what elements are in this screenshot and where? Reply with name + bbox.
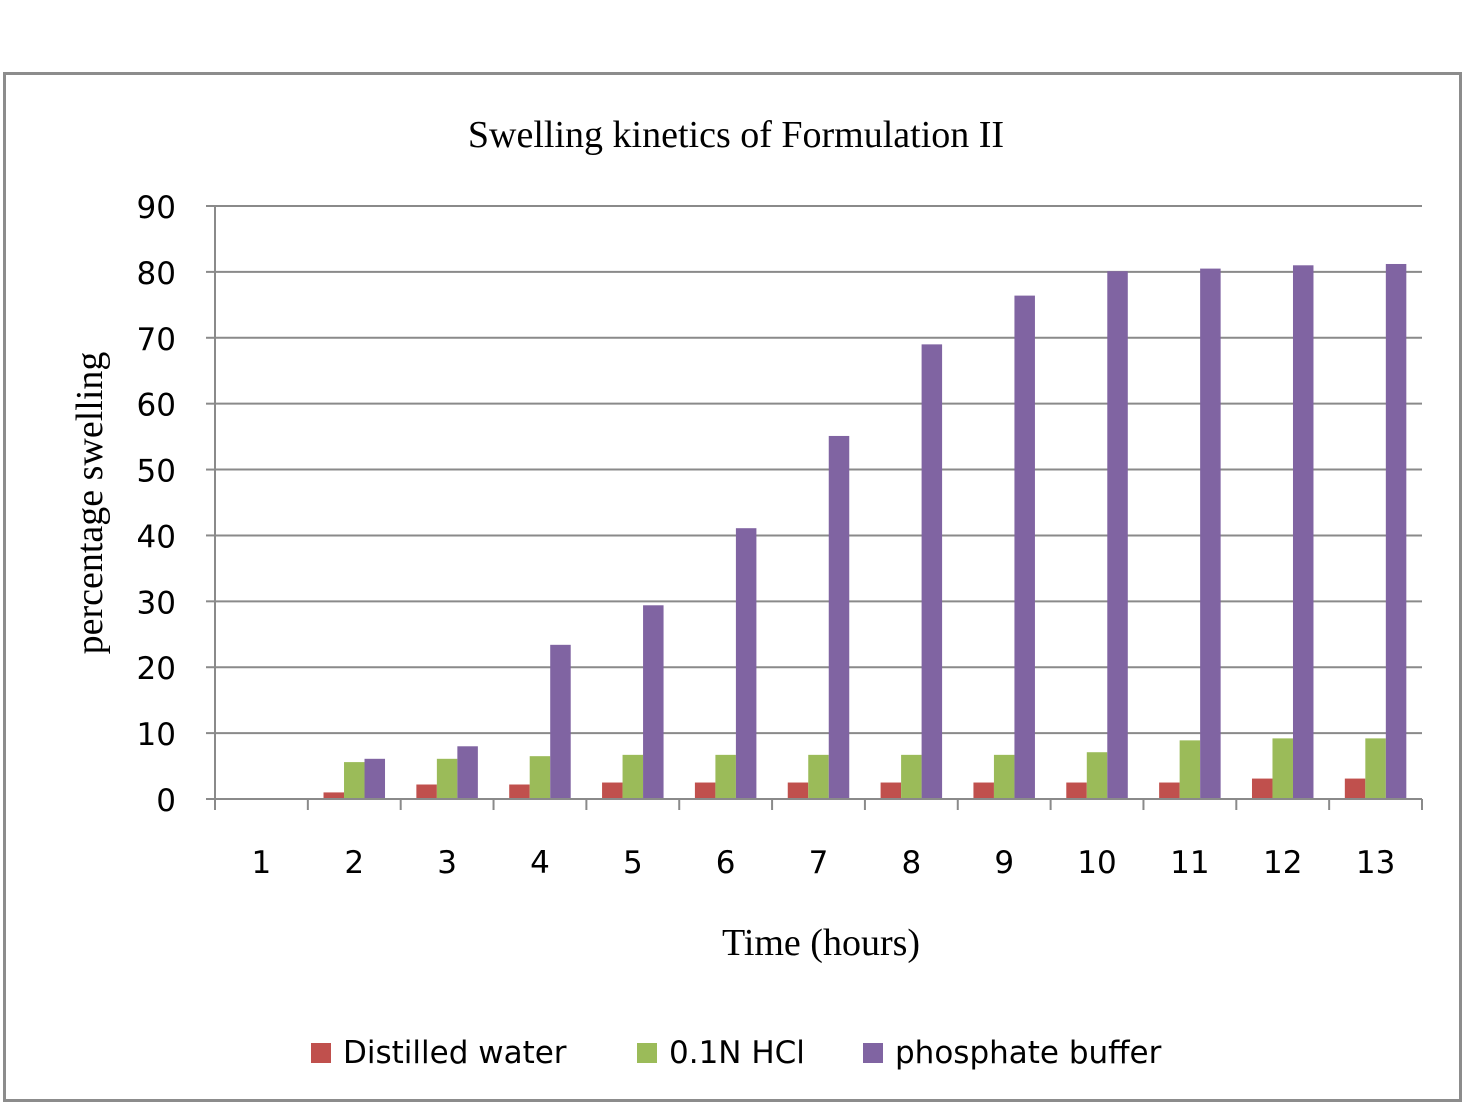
bar	[550, 644, 571, 799]
legend: Distilled water 0.1N HCl phosphate buffer	[311, 1035, 1162, 1071]
legend-swatch	[637, 1043, 657, 1063]
x-tick-label: 2	[344, 845, 364, 881]
bar	[1385, 263, 1407, 799]
bar	[529, 756, 551, 799]
x-tick-labels: 1 2 3 4 5 6 7 8 9 10 11 12 13	[252, 845, 1396, 881]
x-tick-label: 3	[437, 845, 457, 881]
bar	[715, 754, 736, 799]
y-tick-label: 60	[137, 388, 176, 424]
bar	[1014, 295, 1035, 799]
y-tick-label: 30	[137, 585, 176, 621]
x-tick-label: 4	[530, 845, 550, 881]
y-tick-label: 20	[137, 651, 176, 687]
legend-swatch	[311, 1043, 331, 1063]
y-axis-label: percentage swelling	[69, 352, 111, 655]
bars	[323, 263, 1407, 799]
x-tick-label: 13	[1356, 845, 1395, 881]
x-tick-label: 5	[623, 845, 643, 881]
chart-frame: Swelling kinetics of Formulation II 0 10 2…	[3, 72, 1462, 1102]
legend-label: phosphate buffer	[895, 1035, 1162, 1071]
y-tick-label: 40	[137, 519, 176, 555]
chart: Swelling kinetics of Formulation II 0 10 2…	[69, 114, 1423, 1071]
y-tick-label: 70	[137, 322, 176, 358]
chart-title: Swelling kinetics of Formulation II	[468, 114, 1004, 156]
bar	[436, 758, 458, 799]
bar	[364, 758, 386, 799]
bar	[901, 754, 922, 799]
bar	[1159, 782, 1180, 799]
bar	[921, 344, 943, 799]
x-tick-label: 11	[1170, 845, 1209, 881]
x-tick-label: 6	[716, 845, 736, 881]
bar	[457, 746, 478, 799]
y-tick-label: 80	[137, 256, 176, 292]
x-tick-label: 7	[809, 845, 829, 881]
bar	[1292, 265, 1314, 799]
bar	[694, 782, 716, 799]
bar	[1200, 268, 1221, 799]
x-tick-label: 9	[994, 845, 1014, 881]
bar	[509, 784, 530, 799]
y-tick-labels: 0 10 20 30 40 50 60 70 80 90	[137, 190, 176, 819]
legend-label: Distilled water	[343, 1035, 567, 1071]
gridlines	[215, 205, 1422, 735]
legend-label: 0.1N HCl	[669, 1035, 805, 1071]
bar	[735, 528, 757, 799]
x-axis-label: Time (hours)	[722, 922, 920, 964]
bar	[323, 792, 345, 799]
bar	[1179, 740, 1201, 799]
bar	[1066, 782, 1087, 799]
bar	[1107, 271, 1128, 799]
bar	[880, 782, 902, 799]
x-tick-label: 12	[1263, 845, 1302, 881]
y-tick-label: 50	[137, 454, 176, 490]
bar	[622, 754, 644, 799]
bar	[344, 762, 365, 799]
bar	[993, 754, 1015, 799]
y-tick-label: 90	[137, 190, 176, 226]
bar	[808, 754, 829, 799]
bar	[1272, 738, 1293, 799]
x-tick-label: 1	[252, 845, 272, 881]
bar	[787, 782, 809, 799]
bar	[1251, 778, 1273, 799]
bar	[973, 782, 994, 799]
bar	[1086, 752, 1108, 799]
x-tick-label: 8	[901, 845, 921, 881]
axes	[206, 205, 1423, 810]
bar	[1344, 778, 1366, 799]
bar	[602, 782, 623, 799]
bar	[1365, 738, 1386, 799]
legend-swatch	[863, 1043, 883, 1063]
bar	[643, 605, 664, 799]
y-tick-label: 0	[156, 783, 176, 819]
bar	[416, 784, 437, 799]
y-tick-label: 10	[137, 717, 176, 753]
bar	[828, 435, 850, 799]
x-tick-label: 10	[1077, 845, 1116, 881]
